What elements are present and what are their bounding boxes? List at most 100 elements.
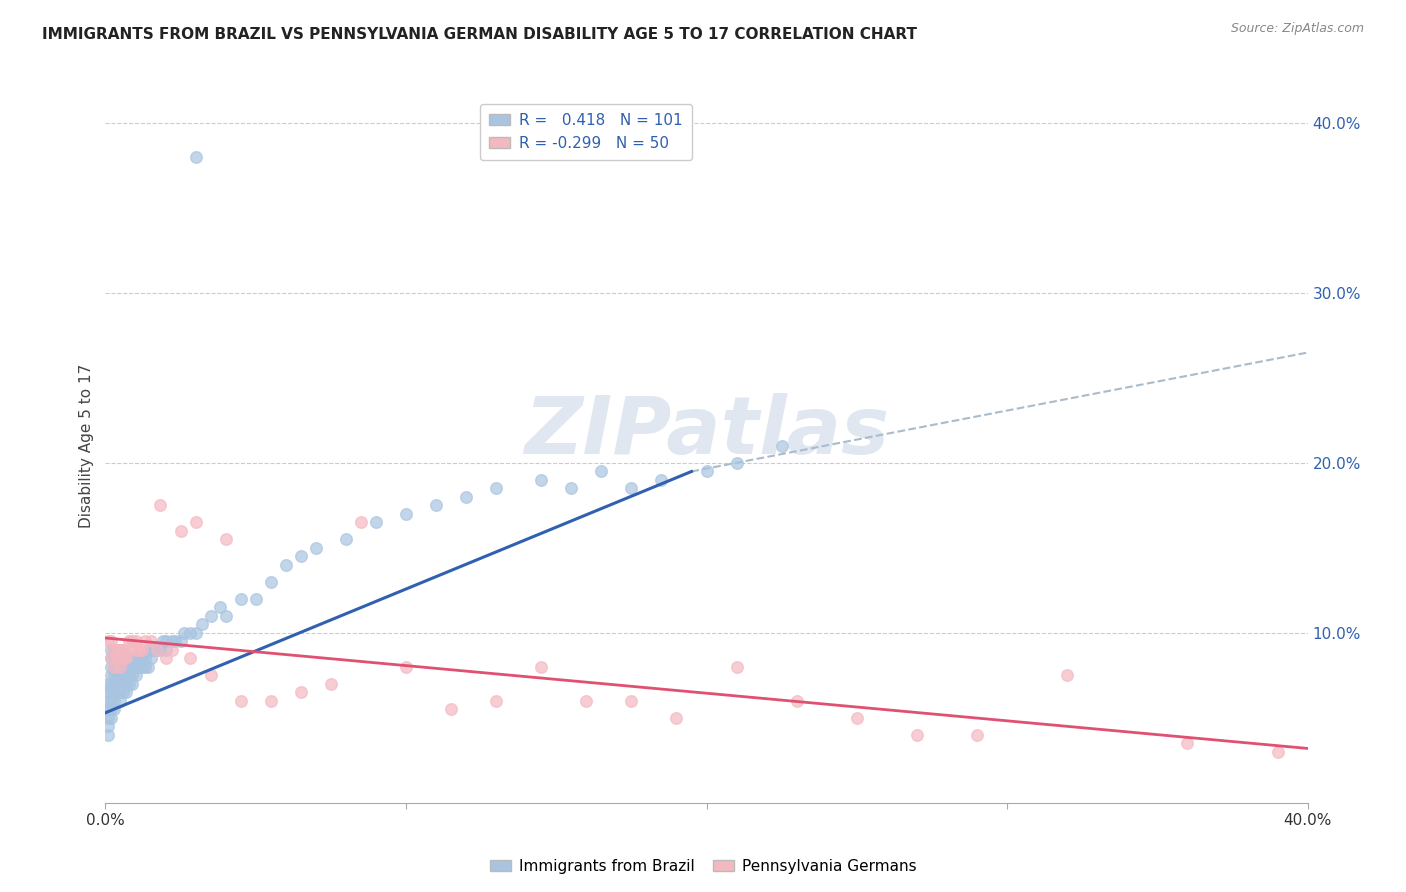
Point [100,651,122,665]
Point [148,499,170,513]
Point [128,643,150,657]
Point [118,643,141,657]
Point [124,634,146,648]
Point [319,677,342,691]
Point [112,643,135,657]
Point [350,516,373,530]
Point [110,660,132,674]
Point [770,439,793,453]
Point [100,702,122,716]
Point [395,507,418,521]
Point [112,677,135,691]
Point [103,660,125,674]
Point [112,643,135,657]
Point [179,626,201,640]
Point [107,685,129,699]
Point [128,660,150,674]
Point [173,626,195,640]
Point [110,668,132,682]
Point [591,465,613,479]
Text: ZIPatlas: ZIPatlas [524,392,889,471]
Point [124,668,146,682]
Point [696,465,718,479]
Point [966,728,988,742]
Point [100,668,122,682]
Point [100,685,122,699]
Point [665,711,688,725]
Point [260,694,283,708]
Point [134,660,156,674]
Point [115,685,138,699]
Point [97,719,120,733]
Point [169,634,191,648]
Point [131,643,153,657]
Point [124,660,146,674]
Point [112,685,135,699]
Point [118,668,141,682]
Point [103,643,125,657]
Point [103,668,125,682]
Point [97,728,120,742]
Point [100,651,122,665]
Point [112,651,135,665]
Point [305,541,328,555]
Point [107,660,129,674]
Point [100,643,122,657]
Point [121,634,143,648]
Point [124,651,146,665]
Point [155,634,177,648]
Point [100,660,122,674]
Point [454,490,477,504]
Point [440,702,463,716]
Point [103,643,125,657]
Point [131,660,153,674]
Point [620,482,643,496]
Point [100,694,122,708]
Point [245,591,267,606]
Point [118,677,141,691]
Point [97,702,120,716]
Point [131,651,153,665]
Point [229,591,252,606]
Point [110,685,132,699]
Point [107,677,129,691]
Point [107,651,129,665]
Point [103,660,125,674]
Point [115,660,138,674]
Point [97,711,120,725]
Point [425,499,447,513]
Point [100,634,122,648]
Point [118,634,141,648]
Point [128,651,150,665]
Point [107,643,129,657]
Point [121,668,143,682]
Point [118,660,141,674]
Point [725,456,748,470]
Point [1056,668,1078,682]
Point [148,643,170,657]
Point [214,608,236,623]
Point [124,643,146,657]
Point [395,660,418,674]
Point [107,668,129,682]
Point [485,694,508,708]
Point [160,634,183,648]
Legend: R =   0.418   N = 101, R = -0.299   N = 50: R = 0.418 N = 101, R = -0.299 N = 50 [479,104,692,160]
Point [274,558,297,572]
Point [1267,745,1289,759]
Point [107,643,129,657]
Point [169,524,191,538]
Point [112,660,135,674]
Point [200,608,222,623]
Point [184,626,207,640]
Point [530,473,553,487]
Point [190,617,212,632]
Y-axis label: Disability Age 5 to 17: Disability Age 5 to 17 [79,364,94,528]
Point [155,651,177,665]
Point [620,694,643,708]
Point [103,651,125,665]
Text: IMMIGRANTS FROM BRAZIL VS PENNSYLVANIA GERMAN DISABILITY AGE 5 TO 17 CORRELATION: IMMIGRANTS FROM BRAZIL VS PENNSYLVANIA G… [42,27,917,42]
Point [142,643,165,657]
Point [160,643,183,657]
Point [139,634,162,648]
